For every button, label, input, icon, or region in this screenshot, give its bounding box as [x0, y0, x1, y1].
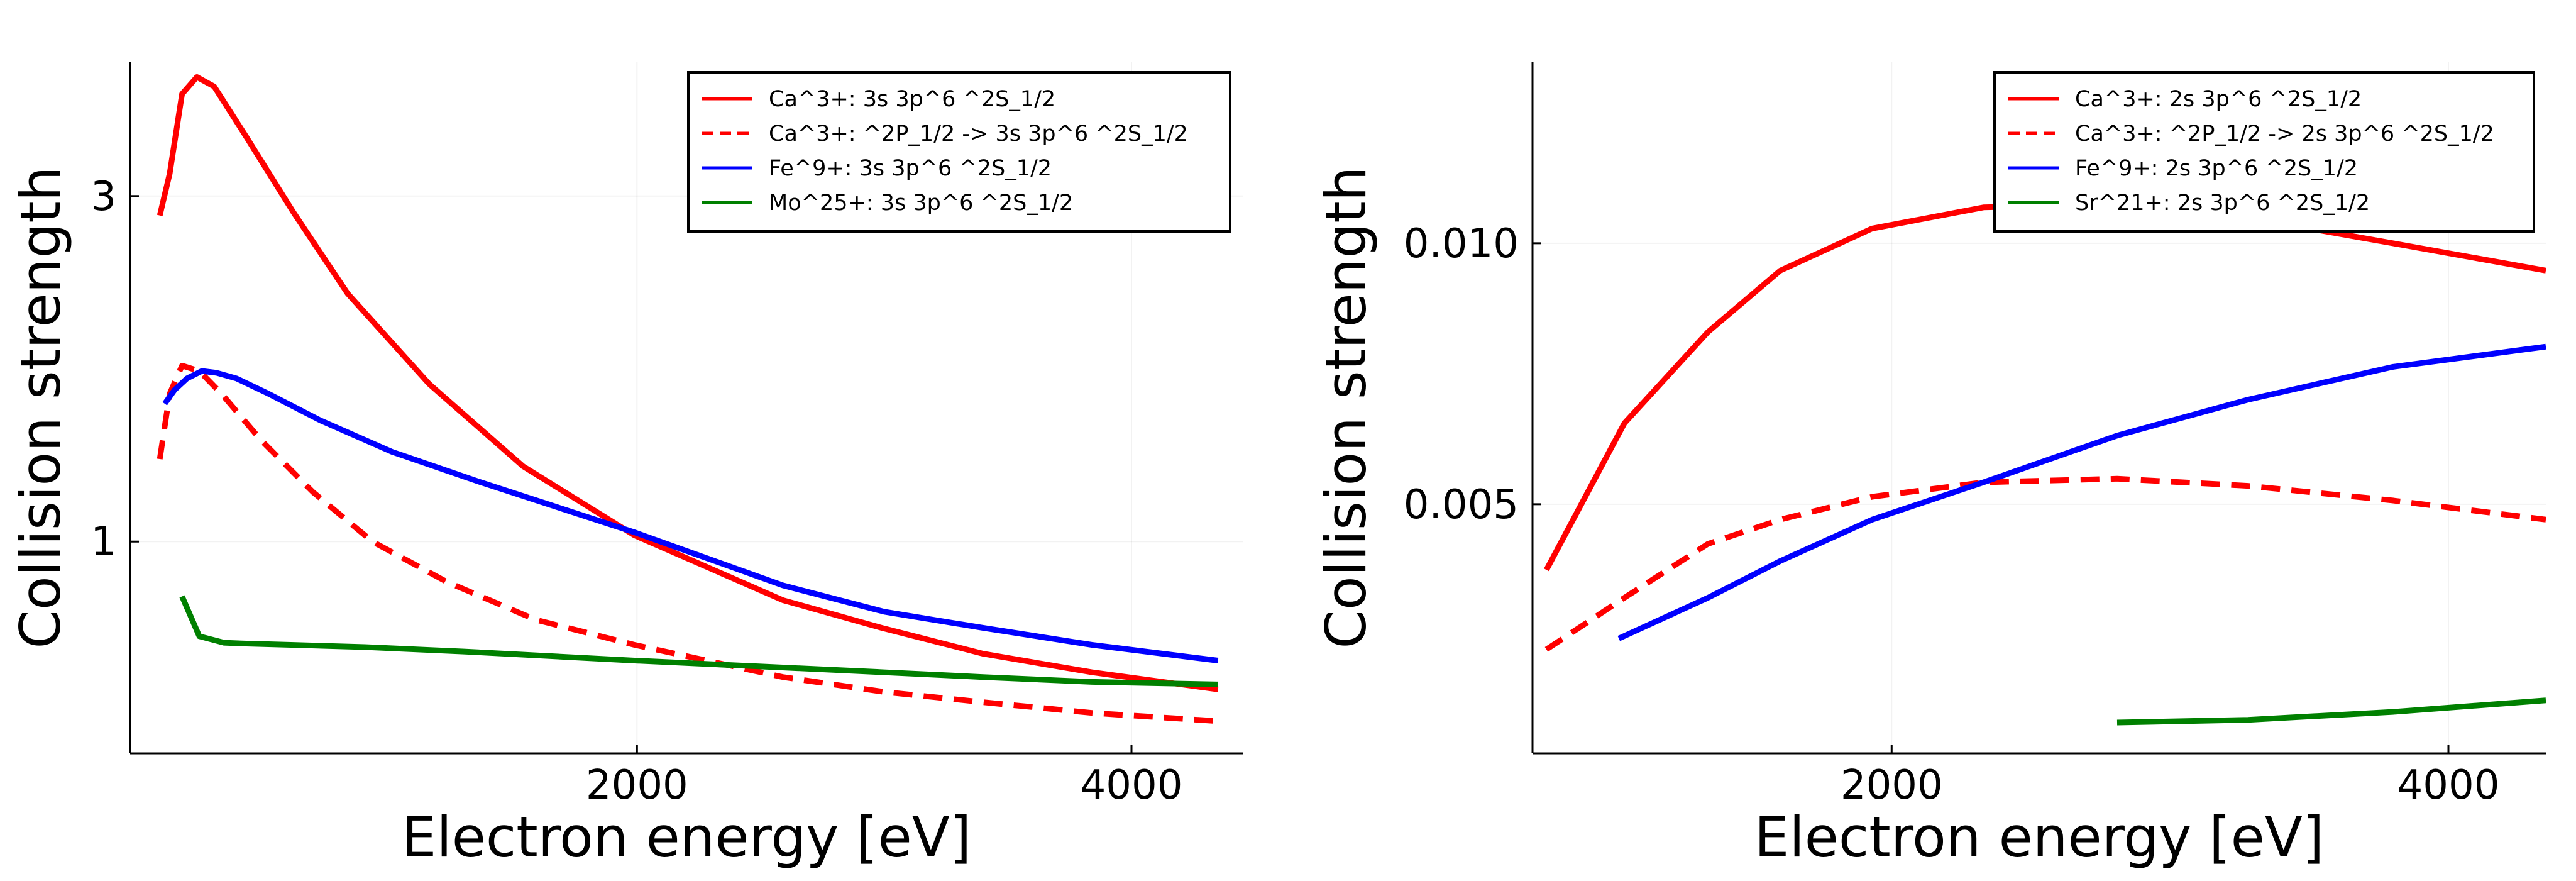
legend-box [687, 71, 1231, 233]
x-tick-label: 4000 [1081, 762, 1183, 809]
legend-label: Sr^21+: 2s 3p^6 ^2S_1/2 [2075, 191, 2370, 216]
x-tick-label: 2000 [1841, 762, 1943, 809]
y-axis-title: Collision strength [1314, 166, 1379, 648]
y-tick-label: 3 [91, 174, 116, 220]
y-tick-label: 1 [91, 519, 116, 565]
x-axis-title: Electron energy [eV] [402, 805, 972, 870]
series-group [157, 74, 1219, 724]
x-axis-title: Electron energy [eV] [1754, 805, 2325, 870]
series-line-2 [1617, 343, 2546, 641]
series-group [1544, 201, 2546, 726]
series-line-3 [179, 595, 1218, 687]
legend-label: Fe^9+: 3s 3p^6 ^2S_1/2 [769, 156, 1052, 181]
legend: Ca^3+: 3s 3p^6 ^2S_1/2 Ca^3+: ^2P_1/2 -> … [687, 71, 1231, 233]
x-tick-label: 2000 [586, 762, 688, 809]
series-line-0 [157, 74, 1219, 692]
series-line-2 [162, 368, 1219, 663]
y-tick-label: 0.010 [1404, 221, 1519, 267]
right-chart-panel: 2000 4000 0.005 0.010 Electron energy [eV] Co… [1314, 62, 2546, 870]
legend-label: Ca^3+: ^2P_1/2 -> 3s 3p^6 ^2S_1/2 [769, 121, 1188, 147]
legend-label: Mo^25+: 3s 3p^6 ^2S_1/2 [769, 191, 1073, 216]
left-chart-panel: 2000 4000 1 3 Electron energy [eV] Collision … [8, 62, 1243, 870]
y-axis-title: Collision strength [8, 166, 73, 648]
legend: Ca^3+: 2s 3p^6 ^2S_1/2 Ca^3+: ^2P_1/2 -> … [1993, 71, 2535, 233]
legend-label: Fe^9+: 2s 3p^6 ^2S_1/2 [2075, 156, 2358, 181]
series-line-3 [2116, 697, 2546, 726]
x-tick-label: 4000 [2397, 762, 2500, 809]
series-line-0 [1544, 201, 2546, 572]
series-line-1 [157, 362, 1218, 724]
legend-label: Ca^3+: 3s 3p^6 ^2S_1/2 [769, 87, 1055, 112]
legend-label: Ca^3+: 2s 3p^6 ^2S_1/2 [2075, 87, 2362, 112]
legend-box [1993, 71, 2535, 233]
legend-label: Ca^3+: ^2P_1/2 -> 2s 3p^6 ^2S_1/2 [2075, 121, 2494, 147]
y-tick-label: 0.005 [1404, 482, 1519, 528]
